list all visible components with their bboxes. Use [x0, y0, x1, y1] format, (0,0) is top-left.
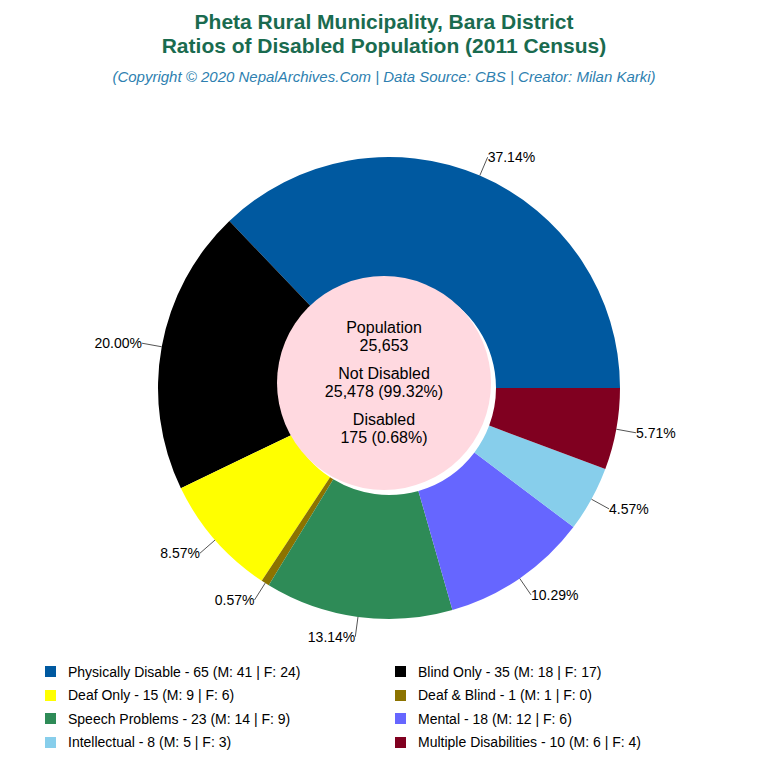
- html-text:Mental - 18 (M: 12 | F: 6): Mental - 18 (M: 12 | F: 6): [418, 710, 572, 727]
- html-text:25,478 (99.32%): 25,478 (99.32%): [324, 383, 444, 400]
- svg-text:37.14%: 37.14%: [488, 149, 535, 165]
- html-text:Ratios of Disabled Population: Ratios of Disabled Population (2011 Cens…: [161, 34, 607, 57]
- svg-text:4.57%: 4.57%: [609, 501, 649, 517]
- html-text:Deaf Only - 15 (M: 9 | F: 6): Deaf Only - 15 (M: 9 | F: 6): [68, 687, 235, 704]
- html-text:Multiple Disabilities - 10 (M:: Multiple Disabilities - 10 (M: 6 | F: 4): [418, 734, 641, 751]
- html-text:Blind Only - 35 (M: 18 | F: 17: Blind Only - 35 (M: 18 | F: 17): [418, 663, 602, 680]
- html-text:Physically Disable - 65 (M: 41: Physically Disable - 65 (M: 41 | F: 24): [68, 663, 301, 680]
- html-text:Not Disabled: Not Disabled: [338, 365, 430, 382]
- html-text:25,653: 25,653: [359, 337, 409, 354]
- html-text:Intellectual - 8 (M: 5 | F: 3): Intellectual - 8 (M: 5 | F: 3): [68, 734, 232, 751]
- html-text:Population: Population: [346, 319, 422, 336]
- svg-text:8.57%: 8.57%: [160, 545, 200, 561]
- html-text:Speech Problems - 23 (M: 14 |: Speech Problems - 23 (M: 14 | F: 9): [68, 710, 291, 727]
- svg-text:10.29%: 10.29%: [531, 587, 578, 603]
- html-text:(Copyright © 2020 NepalArchive: (Copyright © 2020 NepalArchives.Com | Da…: [112, 68, 656, 85]
- svg-text:0.57%: 0.57%: [215, 592, 255, 608]
- svg-text:20.00%: 20.00%: [95, 335, 142, 351]
- html-text:Disabled: Disabled: [352, 411, 416, 428]
- html-text:Pheta Rural Municipality, Bara: Pheta Rural Municipality, Bara District: [194, 10, 574, 33]
- svg-text:13.14%: 13.14%: [308, 629, 355, 645]
- svg-text:5.71%: 5.71%: [636, 425, 676, 441]
- html-text:175 (0.68%): 175 (0.68%): [340, 429, 428, 446]
- html-text:Deaf & Blind - 1 (M: 1 | F: 0): Deaf & Blind - 1 (M: 1 | F: 0): [418, 687, 592, 704]
